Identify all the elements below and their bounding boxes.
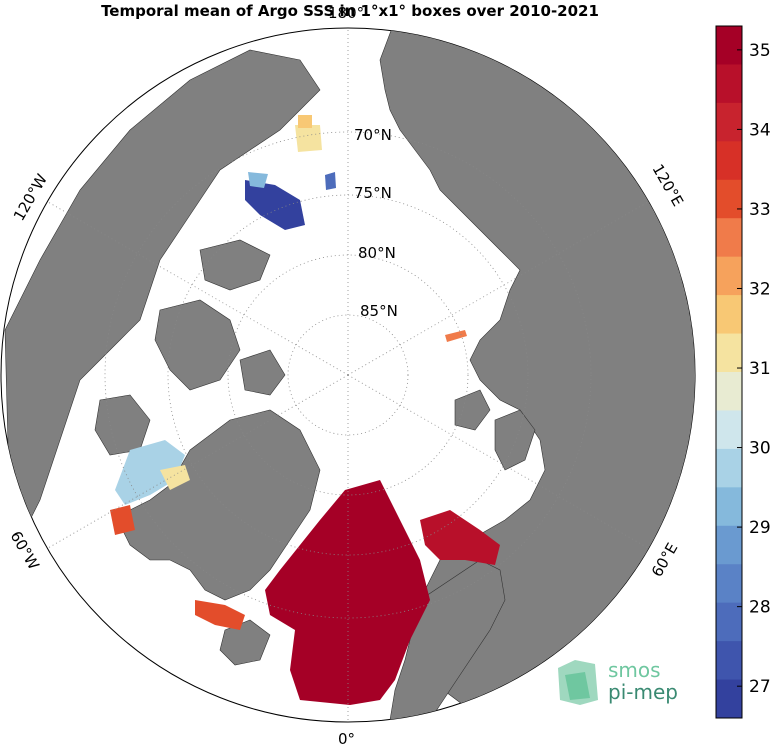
lon-label-60w: 60°W bbox=[7, 528, 43, 573]
colorbar-tick-label: 29 bbox=[749, 518, 771, 538]
logo-text-pimep: pi-mep bbox=[608, 680, 678, 704]
land-north-america bbox=[4, 49, 321, 521]
colorbar-segment bbox=[716, 26, 742, 65]
colorbar-tick-label: 28 bbox=[749, 598, 771, 618]
lon-label-0: 0° bbox=[338, 730, 355, 747]
sss-barents bbox=[420, 510, 500, 565]
colorbar-segment bbox=[716, 218, 742, 258]
land-archipelago-4 bbox=[239, 349, 286, 396]
meridian-120w bbox=[47, 201, 349, 376]
parallel-70 bbox=[104, 131, 592, 619]
colorbar-tick-label: 31 bbox=[749, 359, 771, 379]
colorbar-segment bbox=[716, 295, 742, 335]
lat-label-75: 75°N bbox=[354, 184, 392, 202]
meridian-120e bbox=[347, 201, 649, 376]
colorbar-segment bbox=[716, 487, 742, 527]
land-archipelago-1 bbox=[154, 299, 241, 391]
colorbar-segment bbox=[716, 602, 742, 642]
colorbar: 35 34 33 32 31 30 29 28 27 bbox=[715, 25, 771, 719]
sss-labrador-south bbox=[110, 505, 135, 535]
logo-text-smos: smos bbox=[608, 658, 661, 682]
land-novaya-zemlya bbox=[494, 409, 536, 471]
sss-chukchi-orange bbox=[298, 115, 312, 128]
sss-baffin bbox=[160, 465, 190, 490]
colorbar-segment bbox=[716, 564, 742, 604]
colorbar-tick-label: 34 bbox=[749, 120, 771, 140]
colorbar-tick-label: 32 bbox=[749, 279, 771, 299]
sss-kara-dots bbox=[445, 330, 467, 342]
colorbar-tick-label: 33 bbox=[749, 200, 771, 220]
sss-chukchi bbox=[295, 125, 322, 152]
colorbar-segment bbox=[716, 256, 742, 296]
lon-label-60e: 60°E bbox=[648, 540, 682, 580]
land-layer bbox=[4, 28, 695, 722]
logo-mark-inner bbox=[565, 672, 590, 700]
colorbar-tick-label: 30 bbox=[749, 439, 771, 459]
meridian-60w bbox=[47, 374, 349, 549]
sss-beaufort bbox=[245, 180, 305, 230]
colorbar-segment bbox=[716, 102, 742, 142]
parallel-75 bbox=[167, 194, 529, 556]
lat-label-70: 70°N bbox=[354, 126, 392, 144]
land-iceland bbox=[219, 619, 271, 666]
colorbar-segment bbox=[716, 372, 742, 411]
land-svalbard bbox=[454, 389, 491, 431]
sss-east-siberian bbox=[325, 172, 336, 190]
sss-beaufort-light bbox=[248, 172, 268, 188]
colorbar-segment bbox=[716, 64, 742, 104]
colorbar-segment bbox=[716, 525, 742, 565]
colorbar-segment bbox=[716, 448, 742, 488]
land-eurasia bbox=[379, 28, 695, 711]
chart-title: Temporal mean of Argo SSS in 1°x1° boxes… bbox=[101, 2, 599, 20]
colorbar-segment bbox=[716, 179, 742, 219]
lon-label-180: 180° bbox=[328, 4, 364, 22]
smos-pi-mep-logo: smos pi-mep bbox=[558, 658, 678, 705]
colorbar-frame bbox=[715, 25, 743, 719]
land-archipelago-2 bbox=[199, 239, 271, 291]
colorbar-segment bbox=[716, 141, 742, 181]
parallel-85 bbox=[287, 314, 409, 436]
graticule bbox=[47, 28, 649, 722]
sss-denmark-strait bbox=[195, 600, 245, 630]
lon-label-120e: 120°E bbox=[649, 161, 687, 209]
meridian-60e bbox=[347, 374, 649, 549]
sss-atlantic-tongue bbox=[265, 480, 430, 705]
sss-boxes bbox=[110, 115, 500, 705]
colorbar-segment bbox=[716, 679, 742, 719]
colorbar-segment bbox=[716, 410, 742, 450]
colorbar-segment bbox=[716, 333, 742, 373]
colorbar-segment bbox=[716, 641, 742, 681]
colorbar-tick-label: 35 bbox=[749, 41, 771, 61]
colorbar-tick-label: 27 bbox=[749, 677, 771, 697]
sss-labrador bbox=[115, 440, 185, 505]
lat-label-80: 80°N bbox=[358, 244, 396, 262]
lat-label-85: 85°N bbox=[360, 302, 398, 320]
